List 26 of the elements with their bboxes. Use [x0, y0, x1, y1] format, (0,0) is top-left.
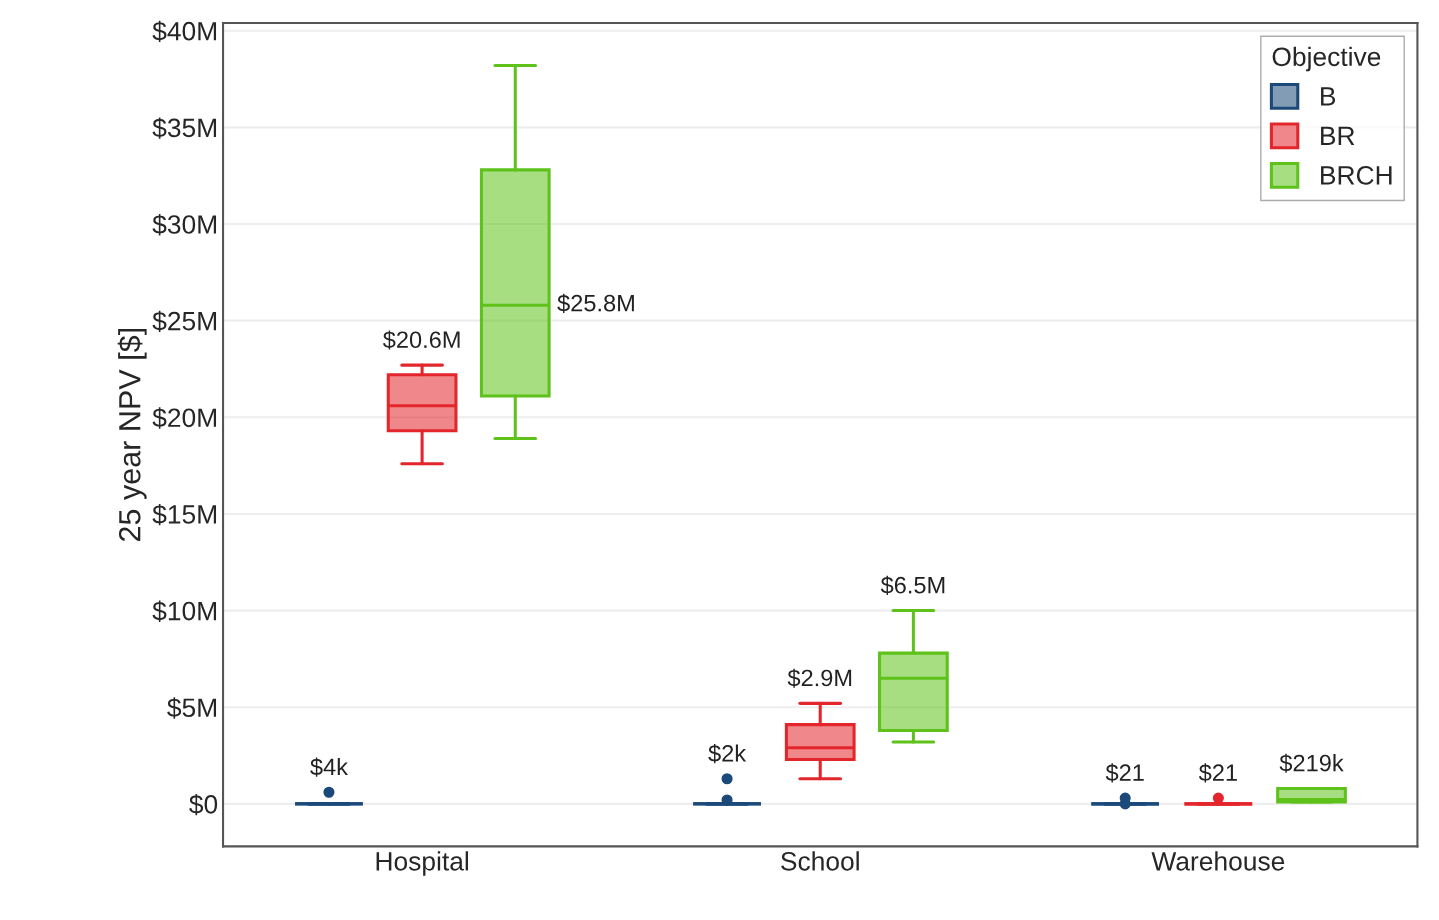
text: $21: [1105, 763, 1144, 783]
legend-label: B: [1321, 87, 1336, 106]
y-tick-label: $40M: [152, 20, 217, 43]
legend-label: BR: [1321, 126, 1355, 145]
text: $2.9M: [787, 668, 852, 688]
text: $21: [1198, 763, 1237, 783]
x-tick-label: Hospital: [376, 851, 469, 876]
x-tick-label: School: [781, 851, 859, 871]
x-tick-label: Warehouse: [1151, 851, 1285, 871]
y-axis-title: 25 year NPV [$]: [117, 329, 147, 541]
legend-title: Objective: [1272, 46, 1381, 72]
text: $219k: [1279, 753, 1344, 773]
y-tick-label: $10M: [152, 600, 217, 622]
text: $20.6M: [382, 330, 460, 350]
text: $4k: [310, 757, 349, 777]
y-tick-label: $25M: [152, 310, 217, 333]
y-tick-label: $0: [189, 793, 218, 816]
text: $25.8M: [557, 293, 634, 313]
text: $2k: [708, 744, 747, 764]
y-tick-label: $30M: [152, 214, 217, 236]
y-tick-label: $15M: [152, 503, 217, 526]
text: $6.5M: [880, 575, 945, 595]
y-tick-label: $20M: [152, 407, 217, 429]
legend-label: BRCH: [1321, 166, 1392, 185]
y-tick-label: $5M: [167, 697, 217, 719]
y-tick-label: $35M: [152, 117, 217, 139]
